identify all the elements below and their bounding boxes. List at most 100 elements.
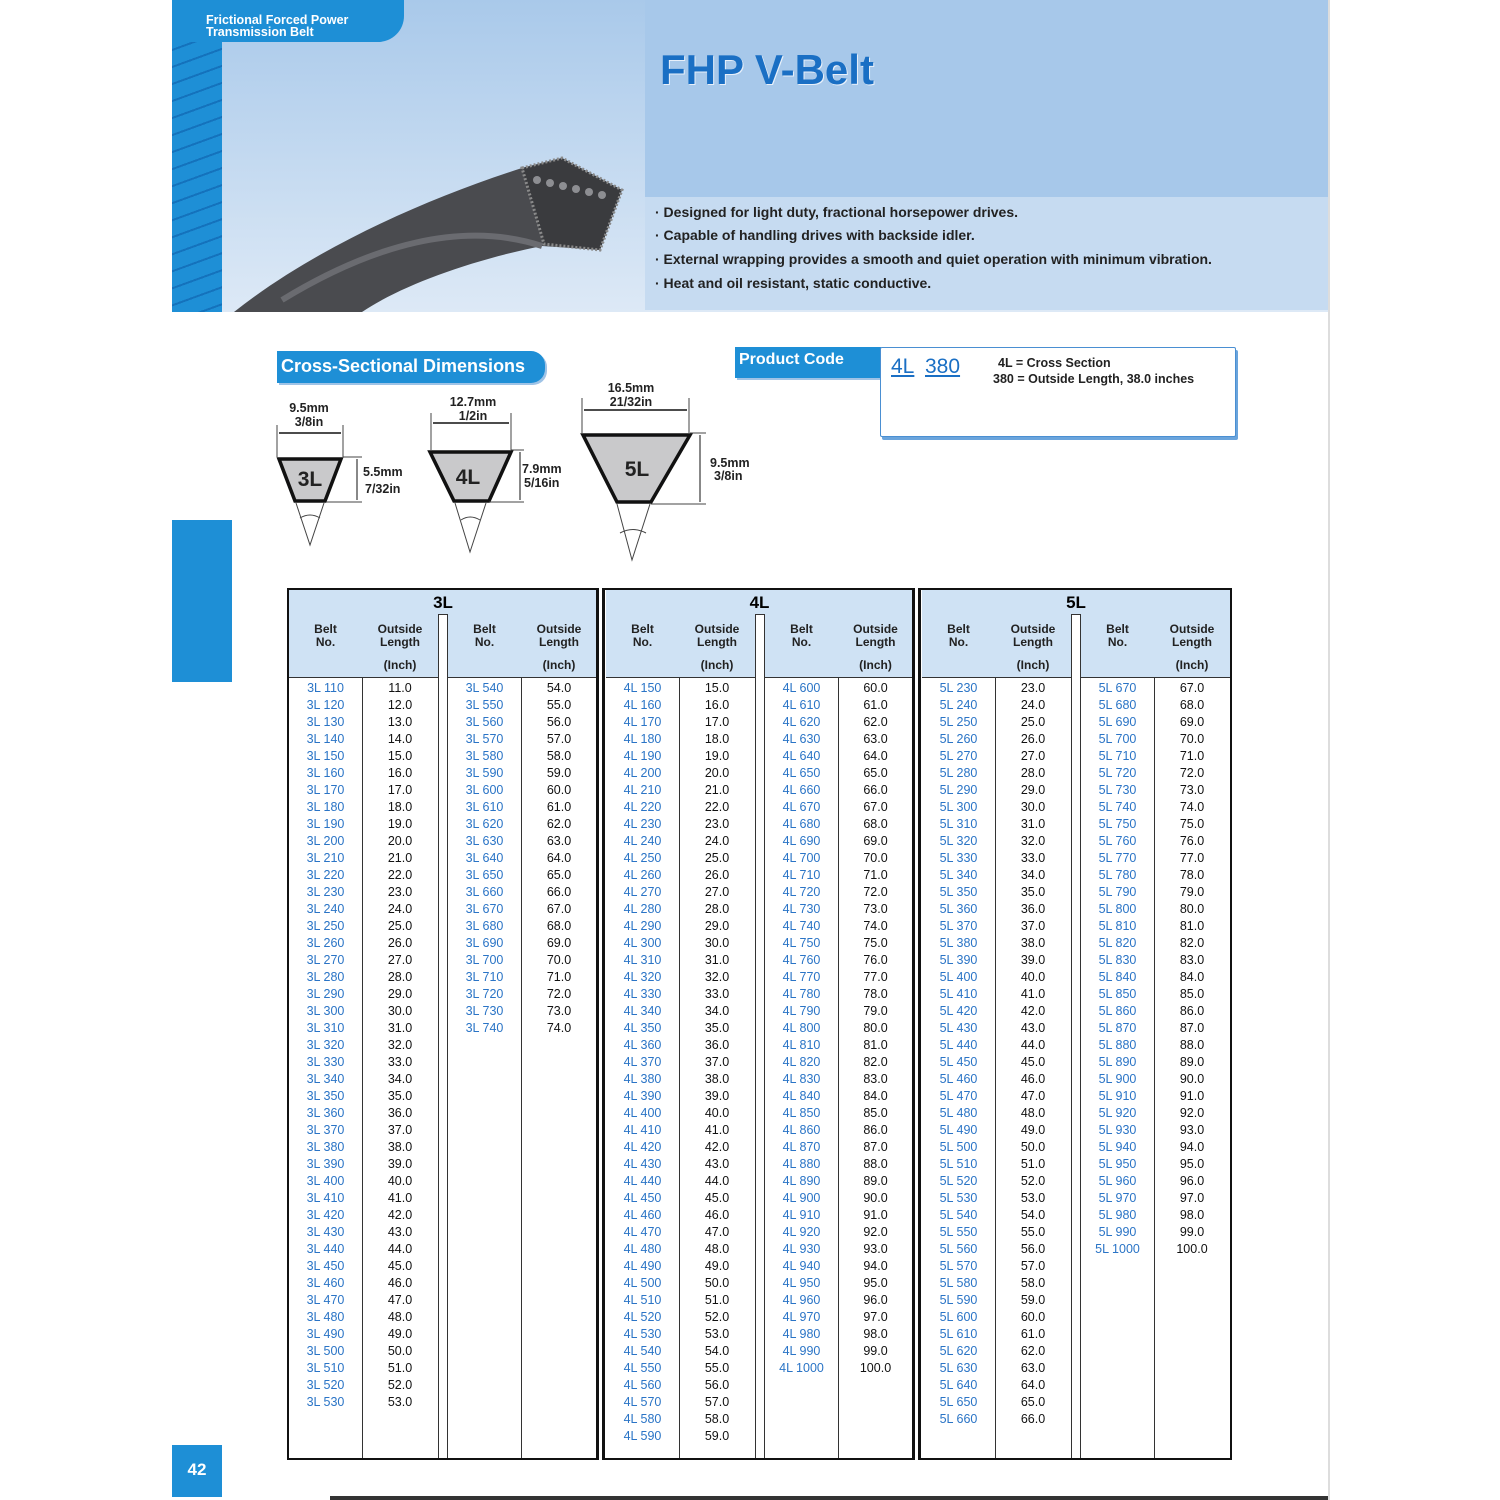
belt-number: 4L 550	[623, 1361, 662, 1375]
belt-number: 5L 420	[939, 1004, 978, 1018]
belt-number: 3L 240	[306, 902, 345, 916]
outside-length: 40.0	[1020, 970, 1046, 984]
group-separator	[596, 588, 605, 1460]
outside-length: 33.0	[704, 987, 730, 1001]
belt-number: 4L 500	[623, 1276, 662, 1290]
outside-length: 28.0	[1020, 766, 1046, 780]
belt-number: 5L 850	[1098, 987, 1137, 1001]
outside-length: 54.0	[546, 681, 572, 695]
outside-length: 37.0	[704, 1055, 730, 1069]
belt-number: 4L 470	[623, 1225, 662, 1239]
belt-number: 3L 470	[306, 1293, 345, 1307]
belt-number: 3L 710	[465, 970, 504, 984]
belt-number: 4L 990	[782, 1344, 821, 1358]
belt-number: 5L 870	[1098, 1021, 1137, 1035]
belt-number: 4L 220	[623, 800, 662, 814]
outside-length: 31.0	[387, 1021, 413, 1035]
outside-length: 68.0	[546, 919, 572, 933]
belt-number: 5L 450	[939, 1055, 978, 1069]
belt-number: 5L 630	[939, 1361, 978, 1375]
belt-number: 5L 910	[1098, 1089, 1137, 1103]
sidebar-tab	[172, 520, 232, 682]
belt-number: 5L 830	[1098, 953, 1137, 967]
outside-length: 94.0	[1179, 1140, 1205, 1154]
outside-length: 54.0	[1020, 1208, 1046, 1222]
belt-number: 3L 570	[465, 732, 504, 746]
outside-length: 20.0	[704, 766, 730, 780]
outside-length: 43.0	[1020, 1021, 1046, 1035]
outside-length: 74.0	[863, 919, 888, 933]
belt-number: 3L 700	[465, 953, 504, 967]
belt-number: 5L 900	[1098, 1072, 1137, 1086]
belt-number: 4L 980	[782, 1327, 821, 1341]
belt-number: 3L 160	[306, 766, 345, 780]
height-mm: 5.5mm	[363, 465, 403, 479]
belt-number: 4L 940	[782, 1259, 821, 1273]
belt-number: 4L 150	[623, 681, 662, 695]
header-belt-no: Belt No.	[631, 622, 654, 649]
outside-length: 36.0	[704, 1038, 730, 1052]
belt-number: 3L 120	[306, 698, 345, 712]
outside-length: 21.0	[704, 783, 730, 797]
group-header: 5L	[922, 590, 1230, 615]
belt-number: 5L 790	[1098, 885, 1137, 899]
belt-number: 4L 330	[623, 987, 662, 1001]
belt-number: 5L 750	[1098, 817, 1137, 831]
outside-length: 76.0	[1179, 834, 1205, 848]
outside-length: 59.0	[704, 1429, 730, 1443]
outside-length: 93.0	[1179, 1123, 1205, 1137]
belt-number: 4L 460	[623, 1208, 662, 1222]
outside-length: 60.0	[1020, 1310, 1046, 1324]
belt-number: 5L 930	[1098, 1123, 1137, 1137]
height-in: 7/32in	[365, 482, 400, 496]
belt-number: 3L 680	[465, 919, 504, 933]
column-header: Belt No.	[606, 614, 679, 678]
belt-number: 3L 520	[306, 1378, 345, 1392]
outside-length: 13.0	[387, 715, 413, 729]
outside-length: 70.0	[546, 953, 572, 967]
outside-length: 27.0	[704, 885, 730, 899]
belt-number: 4L 170	[623, 715, 662, 729]
outside-length: 60.0	[546, 783, 572, 797]
section-5l-diagram: 5L 16.5mm 21/32in 9.5mm 3/8in	[580, 381, 750, 562]
title-panel	[645, 0, 1328, 197]
outside-length: 46.0	[704, 1208, 730, 1222]
belt-number: 5L 1000	[1095, 1242, 1140, 1256]
header-unit: (Inch)	[1175, 658, 1209, 672]
outside-length-column: Outside Length (Inch) 23.0 24.0 25.0 26.0 27.0…	[995, 614, 1072, 1458]
belt-no-column: Belt No. 5L 670 5L 680 5L 690 5L 700 5L 710 5L…	[1081, 614, 1155, 1458]
feature-bullet: · Capable of handling drives with backsi…	[655, 227, 975, 243]
belt-number: 4L 200	[623, 766, 662, 780]
belt-number: 5L 950	[1098, 1157, 1137, 1171]
belt-number: 5L 620	[939, 1344, 978, 1358]
belt-number: 4L 410	[623, 1123, 662, 1137]
features-panel	[645, 197, 1328, 310]
belt-number: 3L 210	[306, 851, 345, 865]
left-decor-strip	[172, 0, 222, 312]
header-outside-length: Outside Length	[853, 622, 898, 649]
belt-number: 3L 230	[306, 885, 345, 899]
belt-number: 4L 180	[623, 732, 662, 746]
outside-length: 69.0	[863, 834, 888, 848]
belt-number: 4L 870	[782, 1140, 821, 1154]
belt-number: 3L 360	[306, 1106, 345, 1120]
outside-length: 18.0	[387, 800, 413, 814]
belt-number: 3L 730	[465, 1004, 504, 1018]
outside-length: 72.0	[1179, 766, 1205, 780]
outside-length: 59.0	[1020, 1293, 1046, 1307]
belt-image	[234, 156, 624, 312]
belt-number: 3L 380	[306, 1140, 345, 1154]
header-unit: (Inch)	[542, 658, 576, 672]
outside-length: 39.0	[1020, 953, 1046, 967]
belt-number: 3L 320	[306, 1038, 345, 1052]
belt-number: 4L 260	[623, 868, 662, 882]
outside-length: 40.0	[387, 1174, 413, 1188]
belt-number: 5L 300	[939, 800, 978, 814]
belt-number: 4L 610	[782, 698, 821, 712]
belt-number: 5L 990	[1098, 1225, 1137, 1239]
belt-number: 5L 230	[939, 681, 978, 695]
belt-number: 5L 660	[939, 1412, 978, 1426]
belt-number: 3L 630	[465, 834, 504, 848]
belt-number: 4L 450	[623, 1191, 662, 1205]
outside-length: 52.0	[1020, 1174, 1046, 1188]
